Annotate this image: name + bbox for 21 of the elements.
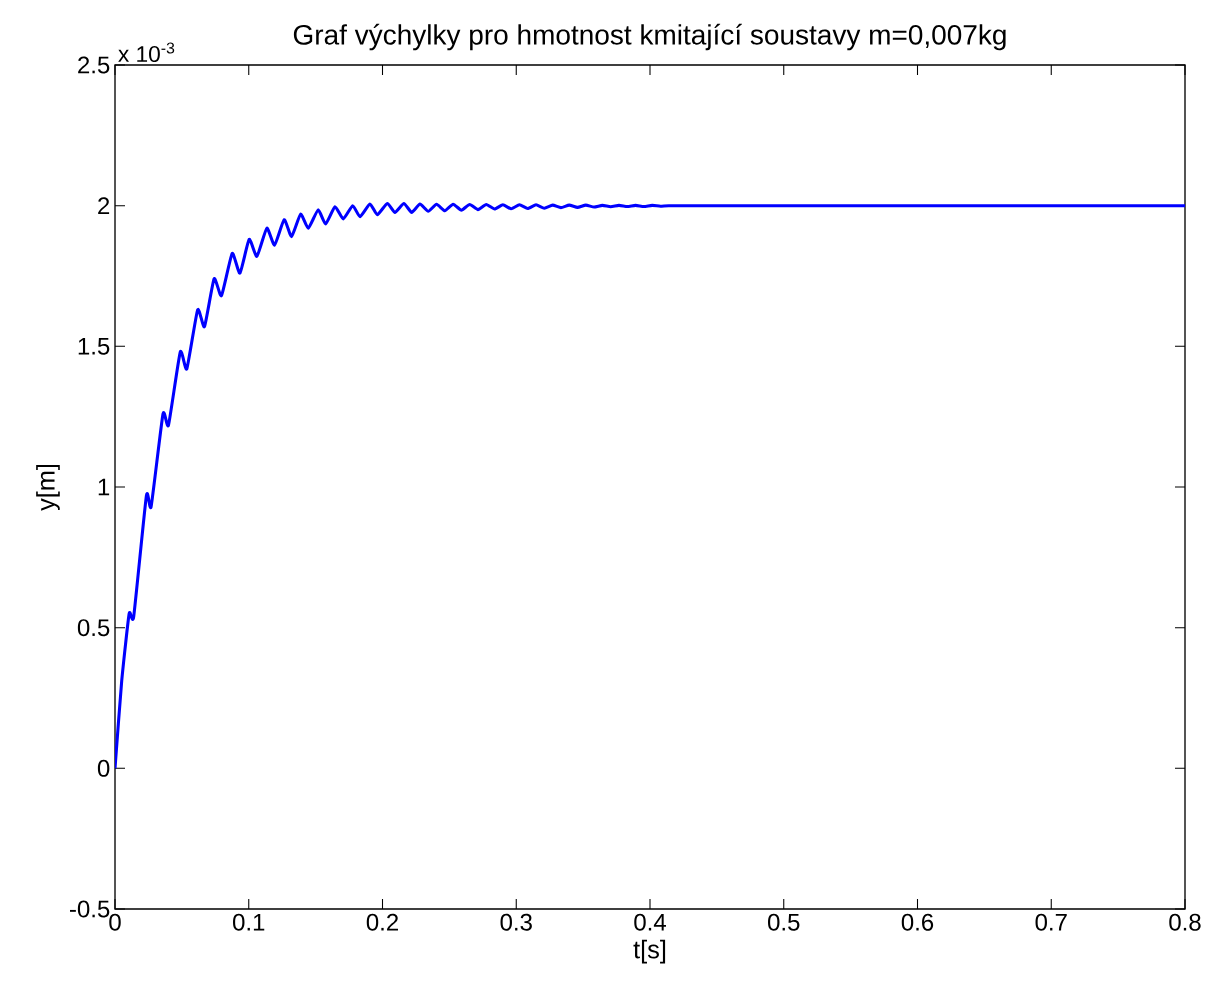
y-tick-label: 1.5	[78, 337, 110, 355]
y-axis-title: y[m]	[36, 464, 60, 511]
y-tick-label: 2	[98, 197, 110, 215]
y-tick-label: 2.5	[78, 56, 110, 74]
x-tick-label: 0.4	[634, 913, 666, 931]
y-tick-label: 0	[97, 759, 110, 777]
line-series	[115, 201, 1185, 770]
y-tick-label: 1	[98, 478, 110, 496]
chart-title: Graf výchylky pro hmotnost kmitající soustavy m=0,007kg	[293, 23, 1006, 51]
x-tick-label: 0.2	[366, 913, 398, 931]
x-tick-label: 0.3	[500, 913, 532, 931]
y-tick-label: 0.5	[77, 619, 110, 637]
text: x 10$^{-3}$	[118, 42, 175, 63]
x-tick-label: 0.6	[901, 913, 934, 931]
x-tick-label: 0.1	[233, 913, 265, 931]
x-tick-label: 0.8	[1169, 913, 1201, 931]
x-tick-label: 0	[109, 913, 121, 931]
x-tick-label: 0.5	[768, 913, 800, 931]
x-tick-label: 0.7	[1035, 913, 1067, 931]
y-tick-label: -0.5	[70, 900, 110, 918]
x-axis-title: t[s]	[633, 939, 666, 964]
